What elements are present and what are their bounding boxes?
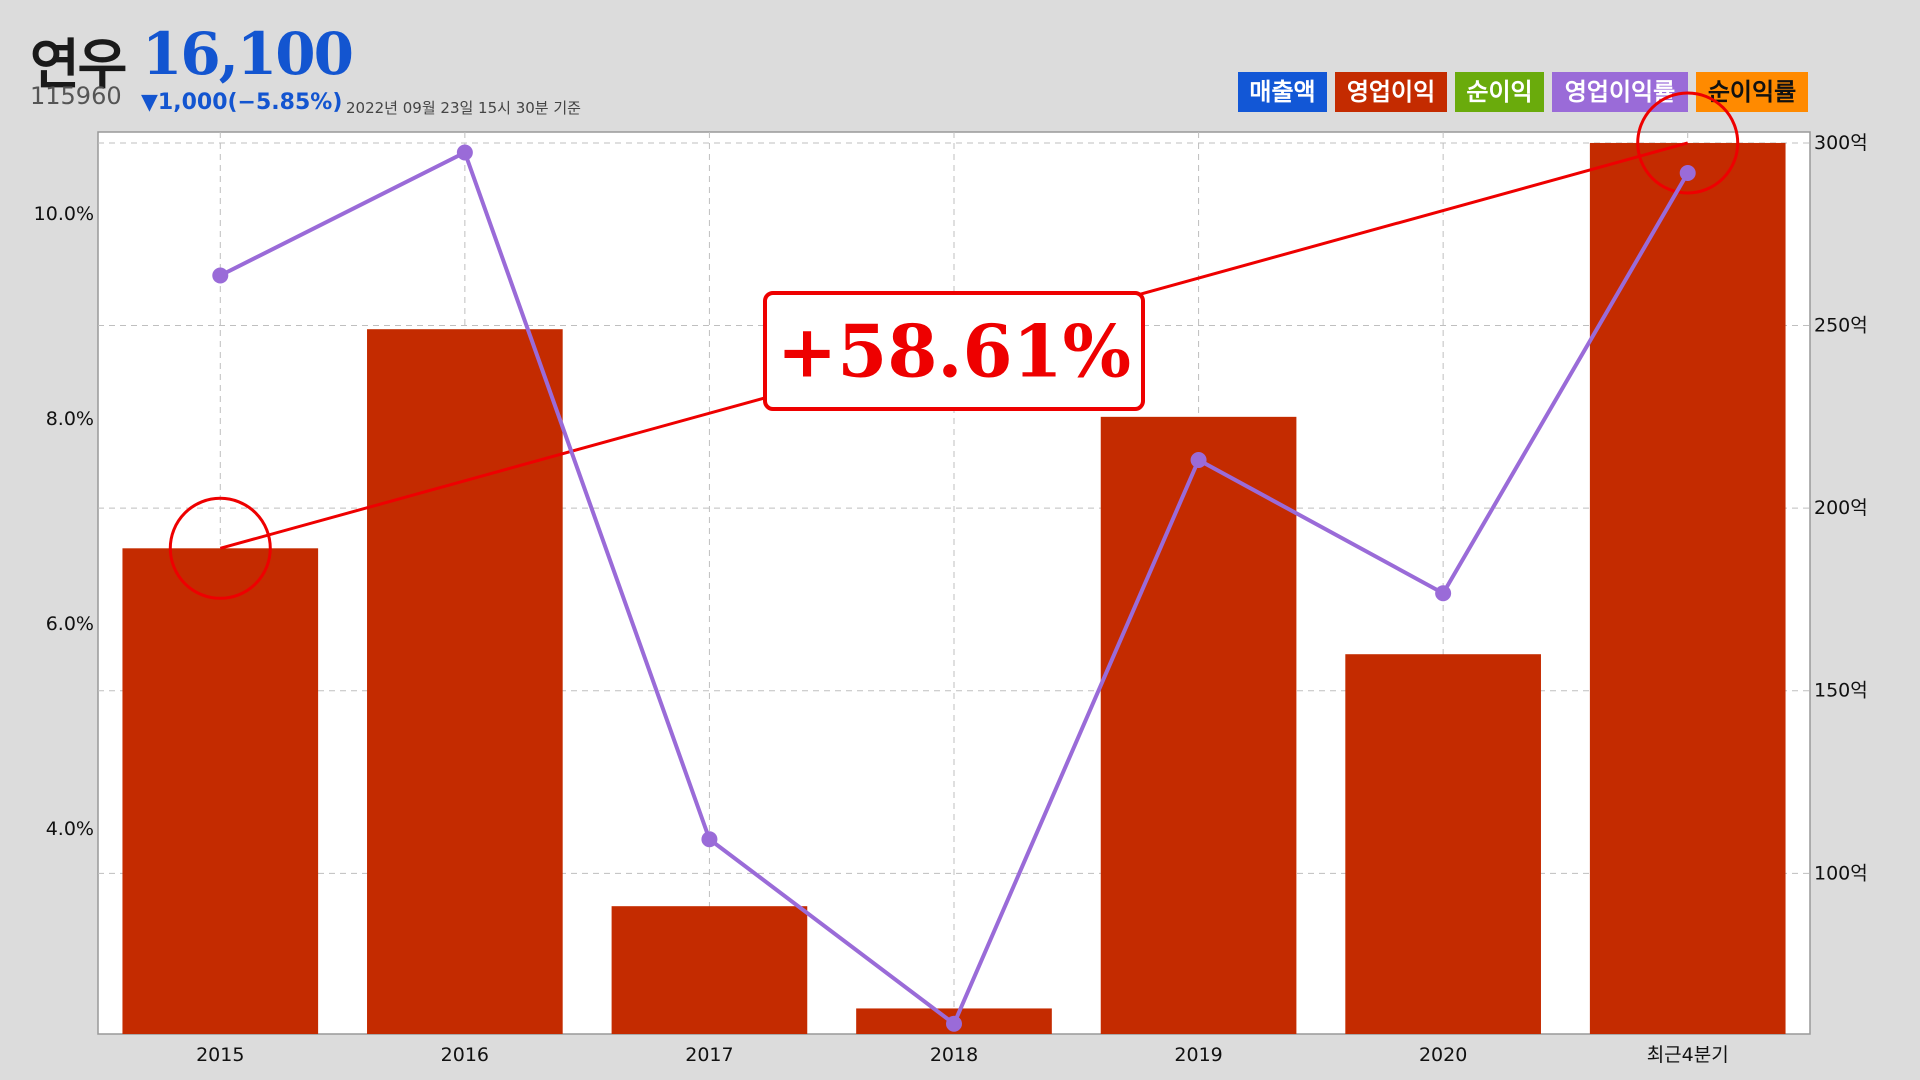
date-note: 2022년 09월 23일 15시 30분 기준 <box>346 99 581 117</box>
margin-point-2016 <box>456 144 473 161</box>
legend-item-operating-profit: 영업이익 <box>1335 72 1447 112</box>
x-tick-label: 2019 <box>1174 1044 1222 1066</box>
y-left-tick-label: 4.0% <box>46 818 94 840</box>
legend-item-net-profit: 순이익 <box>1455 72 1544 112</box>
highlight-circle-end <box>1636 91 1740 195</box>
margin-point-2020 <box>1435 585 1452 602</box>
highlight-circle-start <box>168 496 272 600</box>
bar-최근4분기 <box>1589 142 1786 1035</box>
x-tick-label: 2017 <box>685 1044 733 1066</box>
x-tick-label: 2020 <box>1419 1044 1467 1066</box>
margin-point-2017 <box>701 831 718 848</box>
y-left-tick-label: 8.0% <box>46 408 94 430</box>
price-change: ▼1,000(−5.85%) <box>141 90 343 115</box>
margin-point-2015 <box>212 267 229 284</box>
bar-2015 <box>122 548 319 1034</box>
y-right-tick-label: 200억 <box>1814 497 1868 519</box>
margin-point-2019 <box>1190 452 1207 468</box>
y-right-tick-label: 300억 <box>1814 132 1868 154</box>
bars <box>122 142 1786 1035</box>
y-left-tick-label: 10.0% <box>34 203 94 225</box>
x-tick-label: 최근4분기 <box>1647 1044 1729 1066</box>
y-right-tick-label: 150억 <box>1814 680 1868 702</box>
annotation-text: +58.61% <box>777 309 1131 394</box>
y-right-tick-label: 100억 <box>1814 862 1868 884</box>
x-tick-label: 2018 <box>930 1044 978 1066</box>
bar-2020 <box>1345 654 1541 1034</box>
annotation-box: +58.61% <box>763 291 1145 411</box>
company-name: 연우 <box>30 33 127 96</box>
stock-price: 16,100 <box>142 20 354 88</box>
axes: 2015 2016 2017 2018 2019 2020 최근4분기 4.0% 6.0% 8.0… <box>34 132 1868 1066</box>
legend-item-net-margin: 순이익률 <box>1696 72 1808 112</box>
y-right-tick-label: 250억 <box>1814 315 1868 337</box>
chart-header: 연우 16,100 115960 ▼1,000(−5.85%) 2022년 09… <box>0 0 1920 130</box>
margin-point-최근4분기 <box>1679 165 1696 181</box>
y-left-tick-label: 6.0% <box>46 613 94 635</box>
legend-item-sales: 매출액 <box>1238 72 1327 112</box>
bar-2019 <box>1100 416 1297 1034</box>
x-tick-label: 2015 <box>196 1044 244 1066</box>
x-tick-label: 2016 <box>441 1044 489 1066</box>
margin-point-2018 <box>946 1015 962 1032</box>
margin-line <box>212 144 1696 1032</box>
annotation-rect <box>763 291 1145 411</box>
bar-2017 <box>611 906 808 1034</box>
bar-2016 <box>367 329 563 1035</box>
legend-item-operating-margin: 영업이익률 <box>1552 72 1688 112</box>
legend: 매출액 영업이익 순이익 영업이익률 순이익률 <box>1238 72 1808 112</box>
stock-code: 115960 <box>30 82 122 110</box>
